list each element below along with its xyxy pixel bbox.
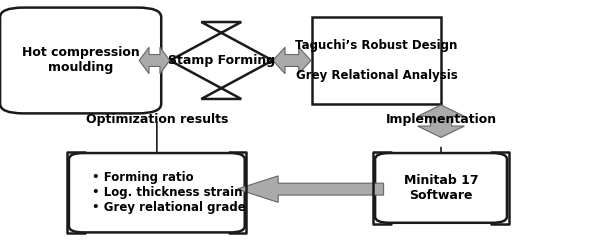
FancyBboxPatch shape bbox=[69, 153, 245, 232]
Text: Optimization results: Optimization results bbox=[85, 113, 228, 126]
Text: Stamp Forming: Stamp Forming bbox=[168, 54, 275, 67]
Polygon shape bbox=[170, 22, 273, 99]
Text: Taguchi’s Robust Design

Grey Relational Analysis: Taguchi’s Robust Design Grey Relational … bbox=[296, 39, 458, 82]
Text: Implementation: Implementation bbox=[385, 113, 497, 126]
Polygon shape bbox=[139, 47, 170, 74]
Polygon shape bbox=[273, 47, 311, 74]
Text: Hot compression
moulding: Hot compression moulding bbox=[22, 46, 140, 75]
Text: • Forming ratio
• Log. thickness strain
• Grey relational grade: • Forming ratio • Log. thickness strain … bbox=[92, 171, 246, 214]
Polygon shape bbox=[418, 105, 465, 138]
FancyBboxPatch shape bbox=[312, 17, 441, 104]
FancyBboxPatch shape bbox=[0, 8, 161, 113]
Text: Minitab 17
Software: Minitab 17 Software bbox=[404, 174, 479, 202]
Polygon shape bbox=[237, 176, 383, 202]
FancyBboxPatch shape bbox=[375, 153, 507, 223]
